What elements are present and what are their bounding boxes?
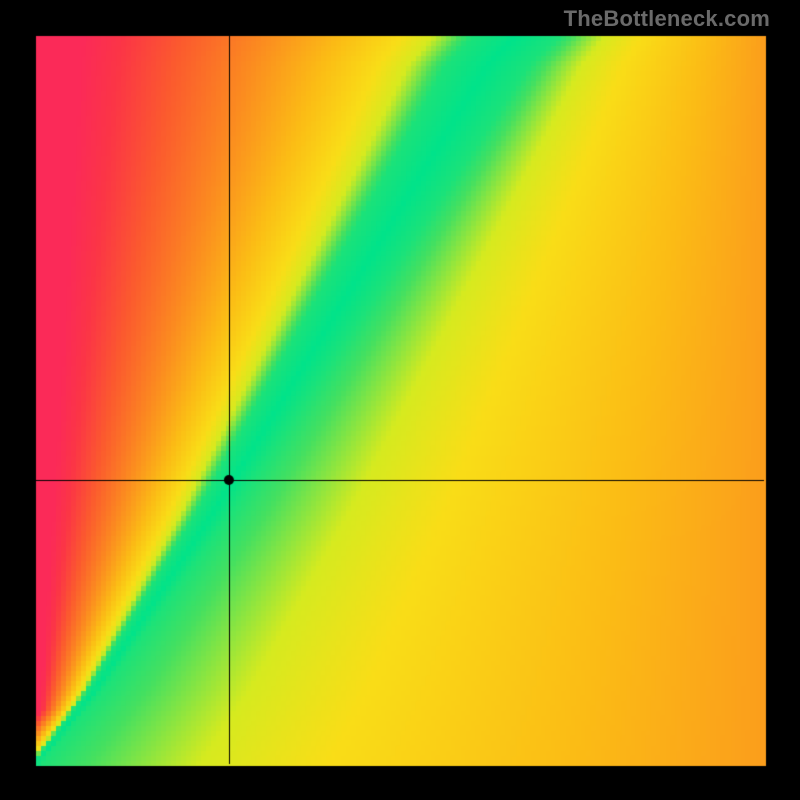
heatmap-canvas: [0, 0, 800, 800]
chart-container: TheBottleneck.com: [0, 0, 800, 800]
watermark-text: TheBottleneck.com: [564, 6, 770, 32]
